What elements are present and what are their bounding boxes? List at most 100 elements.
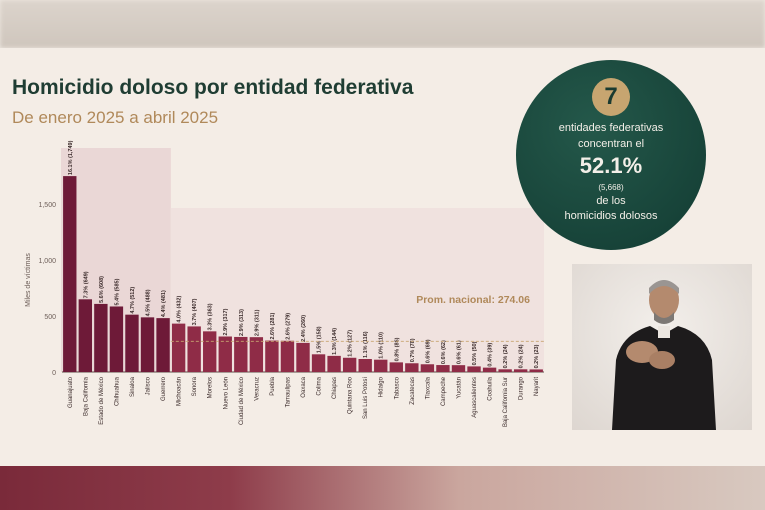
summary-percent: 52.1% <box>579 153 643 178</box>
bar <box>342 357 357 372</box>
bar-chart: 0 500 1,000 1,500 Miles de víctimas 16.1% (1,… <box>25 140 544 427</box>
slide: Homicidio doloso por entidad federativa … <box>0 48 765 466</box>
page-title: Homicidio doloso por entidad federativa <box>12 76 414 99</box>
bar <box>529 369 543 372</box>
bar <box>436 365 450 372</box>
bar-data-label: 0.2% (24) <box>519 344 525 368</box>
bar <box>249 337 264 372</box>
x-tick-label: Baja California <box>83 376 89 416</box>
x-tick-label: Campeche <box>441 376 447 406</box>
bar-data-label: 5.4% (585) <box>114 278 120 305</box>
bar <box>94 303 108 372</box>
sign-language-interpreter-video <box>572 264 752 430</box>
x-tick-label: Nuevo León <box>223 377 229 409</box>
bar-data-label: 2.9% (313) <box>239 309 245 336</box>
bar-data-label: 4.7% (512) <box>130 287 136 314</box>
x-tick-label: Sonora <box>192 376 198 396</box>
bar-data-label: 0.8% (86) <box>394 337 400 361</box>
interpreter-figure-icon <box>612 280 716 430</box>
x-tick-label: Oaxaca <box>301 376 307 397</box>
bar <box>156 318 170 372</box>
bar-data-label: 7.3% (649) <box>83 271 89 298</box>
y-tick-label: 1,500 <box>38 202 56 209</box>
x-tick-label: Chihuahua <box>114 376 120 406</box>
bar <box>296 342 310 372</box>
x-tick-label: Puebla <box>270 376 276 395</box>
y-tick-label: 1,000 <box>38 258 56 265</box>
bar <box>513 369 528 372</box>
bar-data-label: 0.7% (78) <box>410 338 416 362</box>
bar-data-label: 1.3% (144) <box>332 328 338 355</box>
x-tick-label: Durango <box>519 376 525 400</box>
x-tick-label: Nayarit <box>534 377 540 396</box>
count-badge: 7 <box>592 78 630 116</box>
x-tick-label: Coahuila <box>488 376 494 400</box>
bar-data-label: 1.0% (110) <box>379 332 385 359</box>
bar <box>482 367 497 372</box>
x-tick-label: San Luis Potosí <box>363 377 369 419</box>
x-tick-label: Sinaloa <box>130 376 136 397</box>
bar-data-label: 2.4% (260) <box>301 315 307 342</box>
rest-band <box>170 208 544 372</box>
x-tick-label: Colima <box>317 376 323 395</box>
x-tick-label: Aguascalientes <box>472 377 478 418</box>
bar <box>498 369 512 372</box>
bar <box>109 306 124 372</box>
y-tick-label: 0 <box>52 370 56 377</box>
summary-line-3: (5,668) <box>598 183 624 192</box>
bar <box>420 364 435 372</box>
bar-data-label: 3.3% (363) <box>208 303 214 330</box>
bar-data-label: 0.6% (61) <box>456 340 462 364</box>
x-tick-label: Ciudad de México <box>239 376 245 425</box>
bar <box>187 326 201 372</box>
bar <box>389 362 403 372</box>
x-tick-label: Tabasco <box>394 376 400 399</box>
bar <box>311 354 326 372</box>
bar <box>140 317 155 372</box>
summary-line-1: entidades federativas <box>558 122 664 134</box>
page-subtitle: De enero 2025 a abril 2025 <box>12 108 219 127</box>
bar-data-label: 1.2% (127) <box>348 330 354 357</box>
bar-data-label: 2.6% (281) <box>270 312 276 339</box>
x-tick-label: Estado de México <box>99 376 105 424</box>
bar-data-label: 2.9% (317) <box>223 308 229 335</box>
bar <box>358 359 372 372</box>
bar-data-label: 2.6% (279) <box>285 313 291 340</box>
bar <box>171 323 186 372</box>
x-tick-label: Michoacán <box>177 377 183 406</box>
bar-data-label: 4.5% (488) <box>146 289 152 316</box>
bar <box>451 365 466 372</box>
bar-data-label: 3.7% (407) <box>192 298 198 325</box>
x-tick-label: Morelos <box>208 377 214 398</box>
bar <box>327 355 341 372</box>
x-tick-label: Quintana Roo <box>348 376 354 414</box>
x-tick-label: Jalisco <box>146 376 152 395</box>
bar <box>280 340 295 372</box>
x-tick-label: Hidalgo <box>379 376 385 397</box>
bar-data-label: 0.6% (62) <box>441 340 447 364</box>
bar <box>203 331 217 372</box>
x-tick-label: Tlaxcala <box>425 376 431 399</box>
x-tick-label: Baja California Sur <box>503 377 509 427</box>
summary-line-4: de los <box>596 195 626 207</box>
bar <box>467 366 481 372</box>
x-tick-label: Yucatán <box>456 377 462 399</box>
bar-data-label: 0.2% (24) <box>503 344 509 368</box>
bottom-banner <box>0 466 765 510</box>
bar-data-label: 1.5% (158) <box>317 326 323 353</box>
bar <box>374 359 388 372</box>
summary-circle: 7 entidades federativas concentran el 52… <box>516 60 706 250</box>
bar <box>125 314 139 372</box>
top-blurred-banner <box>0 0 765 48</box>
x-tick-label: Veracruz <box>254 377 260 401</box>
bar <box>78 299 93 372</box>
bar-data-label: 4.4% (481) <box>161 290 167 317</box>
x-tick-label: Guerrero <box>161 376 167 401</box>
bar <box>405 363 419 372</box>
bar-data-label: 0.2% (23) <box>534 344 540 368</box>
bar-data-label: 0.6% (69) <box>425 339 431 363</box>
bar <box>265 340 279 372</box>
bar-data-label: 0.4% (39) <box>488 343 494 367</box>
x-tick-label: Chiapas <box>332 377 338 399</box>
summary-line-2: concentran el <box>577 138 645 150</box>
